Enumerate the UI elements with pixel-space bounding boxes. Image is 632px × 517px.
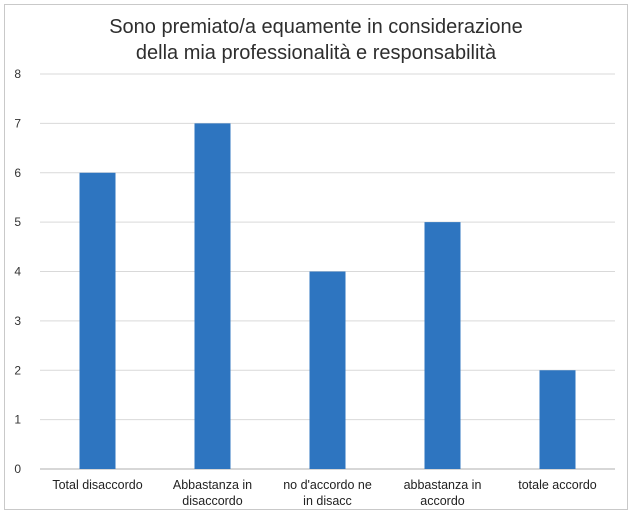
y-tick-label: 1 [14,413,21,427]
x-tick-label: Total disaccordo [52,478,142,492]
x-tick-label: disaccordo [182,494,242,508]
x-tick-label: totale accordo [518,478,597,492]
bar [194,123,231,469]
x-tick-label: in disacc [303,494,352,508]
y-tick-label: 2 [14,363,21,377]
y-tick-label: 8 [14,67,21,81]
x-tick-label: no d'accordo ne [283,478,372,492]
chart-title: Sono premiato/a equamente in considerazi… [0,14,632,66]
x-tick-label: Abbastanza in [173,478,252,492]
y-tick-label: 5 [14,215,21,229]
bar [424,222,461,469]
chart-title-line-2: della mia professionalità e responsabili… [135,42,497,64]
y-tick-label: 7 [14,116,21,130]
y-tick-label: 0 [14,462,21,476]
y-tick-label: 4 [14,265,21,279]
x-tick-label: abbastanza in [404,478,482,492]
chart-title-line-1: Sono premiato/a equamente in considerazi… [109,16,523,38]
y-tick-label: 6 [14,166,21,180]
y-tick-label: 3 [14,314,21,328]
bar [79,172,116,469]
x-tick-label: accordo [420,494,465,508]
bar [539,370,576,469]
bar [309,271,346,469]
